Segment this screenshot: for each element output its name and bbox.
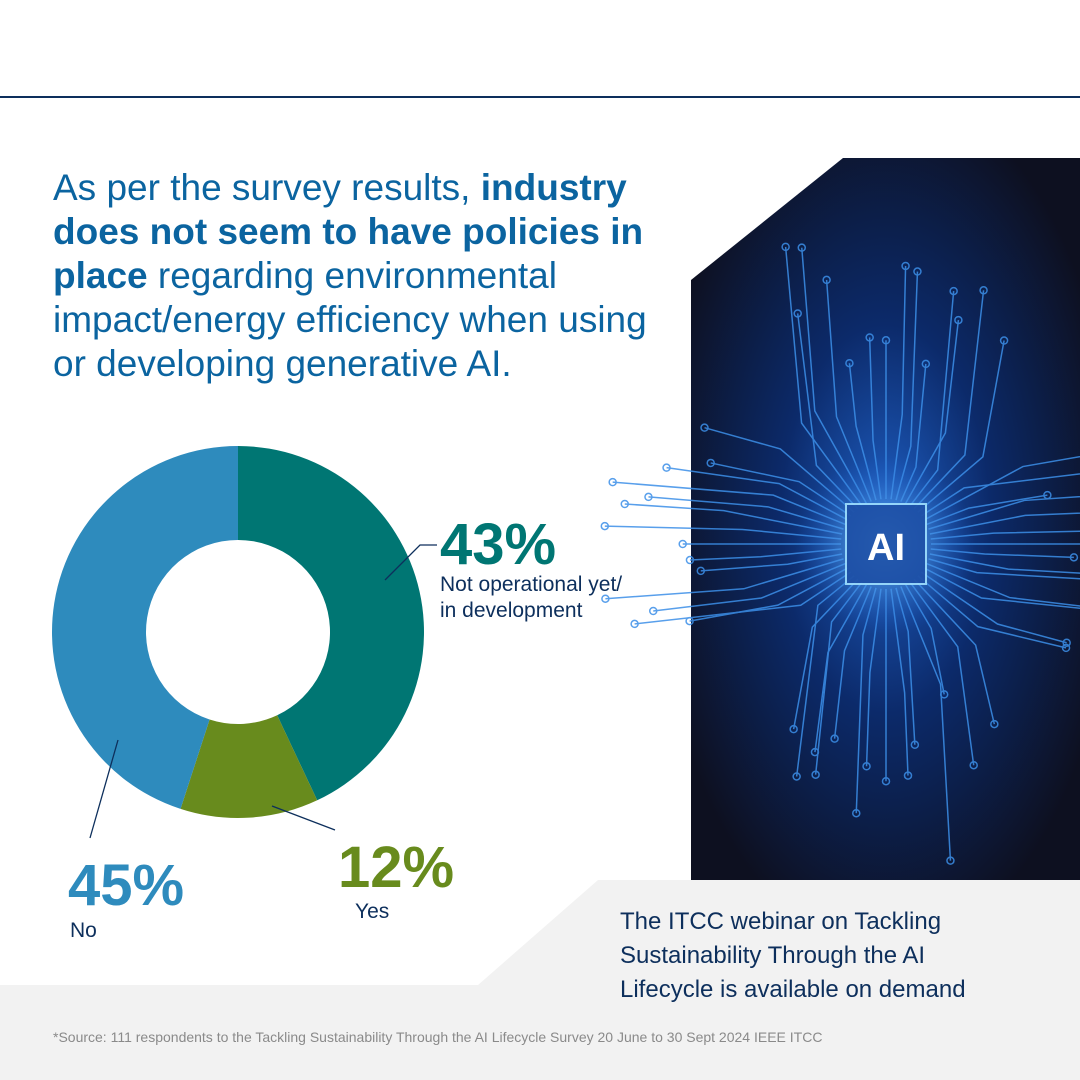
circuit-node [792, 772, 801, 781]
circuit-node [620, 499, 630, 509]
circuit-node [685, 555, 695, 565]
circuit-node [1061, 643, 1071, 653]
label-line-1: Not operational yet/ [440, 573, 623, 596]
circuit-node [601, 594, 610, 603]
circuit-node [700, 423, 709, 432]
headline-rest: regarding environmental impact/energy ef… [53, 255, 647, 384]
circuit-node [793, 309, 802, 318]
label-line-2: in development [440, 599, 583, 622]
webinar-callout[interactable]: The ITCC webinar on Tackling Sustainabil… [620, 908, 966, 1003]
circuit-node [706, 458, 715, 468]
category-label-not-operational: Not operational yet/in development [440, 572, 622, 624]
circuit-node [608, 477, 617, 487]
circuit-node [811, 770, 820, 779]
gray-footer-panel [0, 880, 1080, 1080]
circuit-node [1062, 638, 1071, 647]
value-label-no: 45% [68, 853, 185, 918]
circuit-node [862, 762, 871, 771]
value-label-yes: 12% [338, 835, 455, 900]
ai-circuit-image: AI [600, 158, 1080, 880]
circuit-node [999, 336, 1009, 345]
circuit-node [949, 286, 958, 296]
leader-line-yes [271, 805, 336, 831]
leader-line-not-operational [384, 544, 437, 581]
leader-line-no [89, 739, 119, 839]
headline: As per the survey results, industry does… [53, 166, 673, 386]
circuit-node [969, 760, 978, 770]
source-footnote: *Source: 111 respondents to the Tackling… [53, 1029, 823, 1045]
circuit-node [845, 358, 854, 368]
circuit-node [644, 492, 653, 502]
circuit-node [979, 286, 988, 295]
circuit-node [921, 359, 931, 369]
circuit-node [954, 315, 963, 325]
circuit-node [1069, 553, 1079, 562]
circuit-node [822, 275, 831, 285]
circuit-node [830, 734, 839, 743]
donut-slice-yes [180, 715, 318, 818]
circuit-node [865, 333, 874, 342]
circuit-node [990, 719, 999, 729]
circuit-node [685, 616, 694, 626]
circuit-node [797, 243, 807, 252]
ai-chip-label: AI [867, 527, 905, 569]
donut-slice-not-operational-yet-in-development [238, 446, 424, 801]
value-label-not-operational: 43% [440, 512, 557, 577]
category-label-yes: Yes [355, 900, 390, 923]
circuit-node [852, 808, 861, 818]
headline-intro: As per the survey results, [53, 167, 481, 208]
donut-slice-no [52, 446, 238, 809]
circuit-node [881, 336, 891, 345]
circuit-node [630, 619, 639, 629]
circuit-node [946, 856, 955, 865]
ai-chip [845, 503, 927, 585]
circuit-node [903, 771, 913, 780]
category-label-no: No [70, 919, 97, 942]
circuit-node [913, 267, 922, 276]
circuit-node [662, 463, 671, 472]
circuit-node [910, 740, 920, 750]
circuit-node [600, 521, 610, 531]
headline-emphasis: industry does not seem to have policies … [53, 167, 644, 296]
circuit-node [678, 539, 687, 549]
circuit-node [901, 261, 910, 271]
circuit-node [781, 242, 790, 252]
circuit-node [648, 606, 658, 616]
circuit-node [789, 724, 798, 734]
circuit-node [881, 776, 891, 786]
circuit-node [696, 566, 706, 576]
top-divider [0, 96, 1080, 98]
